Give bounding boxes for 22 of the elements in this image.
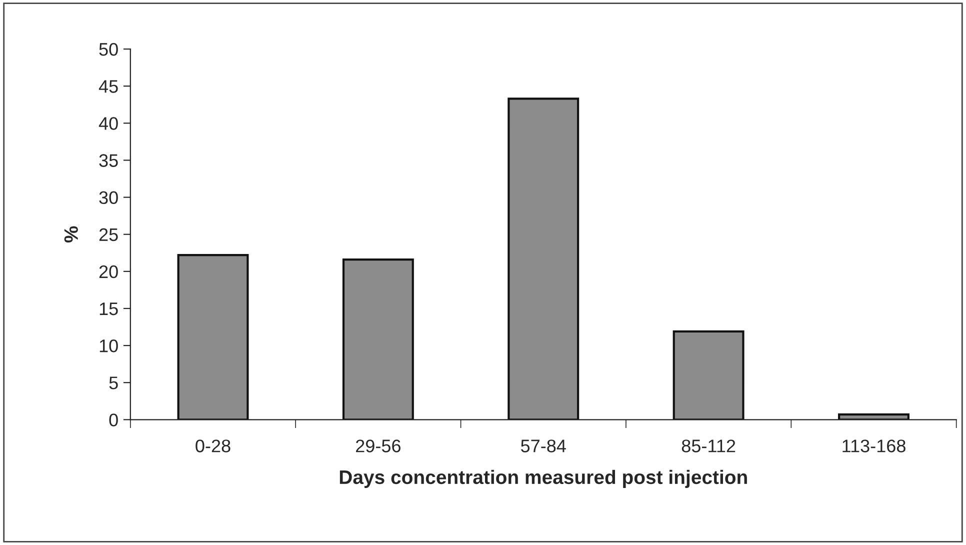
y-tick-label: 20 (99, 265, 118, 278)
y-tick-label: 10 (100, 339, 118, 352)
y-axis-title: % (64, 226, 78, 243)
y-tick-label: 45 (98, 80, 118, 93)
y-tick-label: 30 (99, 191, 118, 204)
bar (177, 254, 249, 420)
bar (672, 330, 744, 420)
y-tick-label: 25 (99, 228, 118, 242)
x-tick-label: 0-28 (196, 440, 230, 452)
x-axis-title: Days concentration measured post injection (340, 470, 747, 488)
x-tick-label: 113-168 (842, 440, 906, 452)
y-tick-label: 40 (98, 117, 118, 130)
bar (508, 98, 580, 420)
y-tick-label: 0 (109, 414, 118, 426)
bar (342, 258, 414, 420)
x-tick-label: 57-84 (521, 440, 566, 452)
x-tick-label: 29-56 (356, 440, 400, 452)
x-tick-label: 85-112 (682, 440, 736, 452)
y-tick-label: 50 (99, 42, 118, 56)
y-tick-label: 15 (100, 302, 118, 316)
y-tick-label: 35 (99, 154, 118, 167)
y-tick-label: 5 (109, 376, 118, 390)
